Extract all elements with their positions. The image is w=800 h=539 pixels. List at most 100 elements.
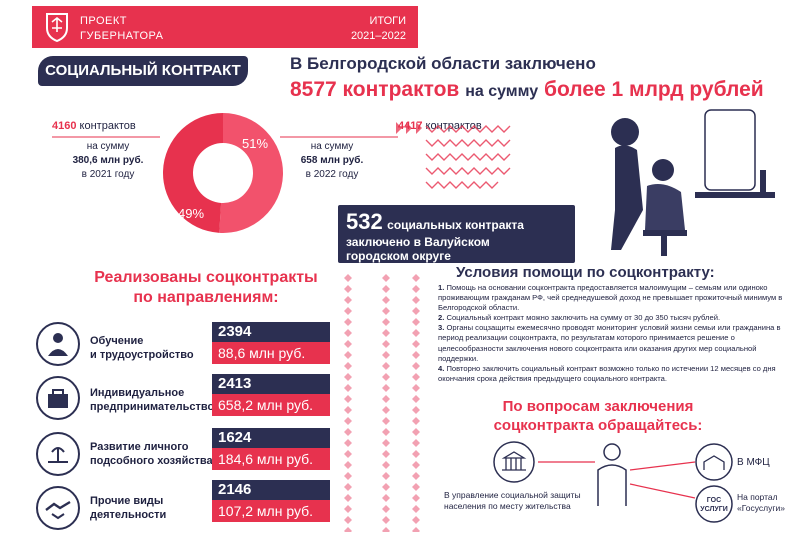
contact-mfc-text: В МФЦ bbox=[737, 457, 770, 468]
year2022-year: в 2022 году bbox=[305, 169, 359, 180]
decorative-diamond bbox=[412, 505, 420, 513]
condition-3-text: Органы соцзащиты ежемесячно проводят мон… bbox=[438, 323, 781, 363]
decorative-diamond bbox=[382, 362, 390, 370]
building-icon bbox=[493, 441, 535, 483]
year2022-count-unit: контрактов bbox=[425, 120, 482, 132]
decorative-diamond bbox=[382, 516, 390, 524]
decorative-diamond bbox=[344, 362, 352, 370]
valuiki-text3: городском округе bbox=[346, 249, 451, 263]
decorative-diamond bbox=[412, 318, 420, 326]
decorative-diamond bbox=[344, 318, 352, 326]
decorative-diamond bbox=[382, 505, 390, 513]
decorative-diamond bbox=[344, 472, 352, 480]
decorative-diamond bbox=[344, 483, 352, 491]
donut-slice-2022 bbox=[219, 113, 283, 233]
connector-mfc bbox=[629, 461, 696, 471]
decorative-diamond bbox=[344, 461, 352, 469]
conditions-list: 1. Помощь на основании соцконтракта пред… bbox=[438, 283, 783, 384]
gos-logo-line1: ГОС bbox=[707, 497, 721, 504]
year2021-leader-line bbox=[52, 136, 160, 138]
conditions-title: Условия помощи по соцконтракту: bbox=[456, 264, 715, 281]
direction-1-line2: и трудоустройство bbox=[90, 349, 194, 361]
contact-gosuslugi-text: На портал «Госуслуги» bbox=[737, 492, 797, 514]
donut-slice-2021 bbox=[162, 113, 223, 233]
decorative-diamond bbox=[382, 472, 390, 480]
direction-1-sum: 88,6 млн руб. bbox=[212, 342, 330, 364]
decorative-diamond bbox=[344, 329, 352, 337]
valuiki-highlight: 532 социальных контракта заключено в Вал… bbox=[338, 205, 575, 263]
condition-3: 3. Органы соцзащиты ежемесячно проводят … bbox=[438, 323, 783, 363]
decorative-diamond bbox=[344, 296, 352, 304]
decorative-diamond bbox=[344, 406, 352, 414]
training-icon bbox=[36, 322, 80, 366]
condition-2-number: 2. bbox=[438, 313, 445, 323]
decorative-diamond bbox=[382, 307, 390, 315]
farm-icon bbox=[36, 432, 80, 476]
direction-1-count: 2394 bbox=[212, 322, 330, 342]
decorative-diamond bbox=[412, 439, 420, 447]
decorative-diamond bbox=[412, 296, 420, 304]
directions-title: Реализованы соцконтракты по направлениям… bbox=[76, 268, 336, 308]
decorative-diamond bbox=[344, 395, 352, 403]
direction-label-4: Прочие виды деятельности bbox=[90, 494, 166, 522]
decorative-diamond bbox=[412, 285, 420, 293]
gosuslugi-line1: На портал bbox=[737, 492, 778, 502]
year2022-sum-block: на сумму 658 млн руб. в 2022 году bbox=[282, 140, 382, 182]
condition-4: 4. Повторно заключить социальный контрак… bbox=[438, 364, 783, 384]
year2022-sum-prefix: на сумму bbox=[310, 141, 354, 152]
decorative-diamond bbox=[412, 527, 420, 532]
decorative-diamond bbox=[382, 494, 390, 502]
decorative-diamond bbox=[382, 483, 390, 491]
headline-middle: на сумму bbox=[465, 83, 539, 100]
decorative-diamond bbox=[412, 329, 420, 337]
year2021-sum: 380,6 млн руб. bbox=[72, 155, 144, 166]
direction-label-3: Развитие личного подсобного хозяйства bbox=[90, 440, 213, 468]
decorative-diamond bbox=[382, 285, 390, 293]
decorative-diamond bbox=[344, 527, 352, 532]
decorative-diamond bbox=[344, 494, 352, 502]
decorative-diamond bbox=[412, 340, 420, 348]
year2021-sum-block: на сумму 380,6 млн руб. в 2021 году bbox=[58, 140, 158, 182]
decorative-diamond bbox=[382, 439, 390, 447]
donut-label-2022: 51% bbox=[242, 136, 268, 151]
contacts-diagram: ГОС УСЛУГИ bbox=[493, 441, 733, 523]
condition-1: 1. Помощь на основании соцконтракта пред… bbox=[438, 283, 783, 313]
direction-4-sum: 107,2 млн руб. bbox=[212, 500, 330, 522]
headline-sum: более 1 млрд рублей bbox=[543, 78, 764, 101]
decorative-diamond bbox=[412, 384, 420, 392]
contact-office-text: В управление социальной защиты населения… bbox=[444, 490, 581, 511]
direction-3-line1: Развитие личного bbox=[90, 441, 189, 453]
decorative-diamond bbox=[412, 417, 420, 425]
contacts-title-line1: По вопросам заключения bbox=[502, 398, 694, 415]
hairdresser-illustration bbox=[611, 109, 775, 256]
decorative-diamond bbox=[344, 340, 352, 348]
decorative-diamond bbox=[382, 373, 390, 381]
person-icon bbox=[597, 443, 627, 506]
decorative-diamond bbox=[382, 384, 390, 392]
section-badge: СОЦИАЛЬНЫЙ КОНТРАКТ bbox=[38, 56, 248, 86]
decorative-diamond bbox=[412, 406, 420, 414]
decorative-diamond bbox=[382, 428, 390, 436]
direction-2-line2: предпринимательство bbox=[90, 401, 215, 413]
donut-label-2021: 49% bbox=[178, 206, 204, 221]
project-label-line1: ПРОЕКТ bbox=[80, 15, 128, 27]
gosuslugi-line2: «Госуслуги» bbox=[737, 503, 785, 513]
condition-1-text: Помощь на основании соцконтракта предост… bbox=[438, 283, 783, 313]
decorative-diamond bbox=[382, 274, 390, 282]
decorative-diamond bbox=[382, 406, 390, 414]
direction-2-count: 2413 bbox=[212, 374, 330, 394]
direction-label-1: Обучение и трудоустройство bbox=[90, 334, 194, 362]
decorative-diamond bbox=[344, 417, 352, 425]
decorative-diamond bbox=[344, 505, 352, 513]
decorative-diamond bbox=[382, 351, 390, 359]
decorative-diamond bbox=[412, 483, 420, 491]
decorative-diamond bbox=[344, 450, 352, 458]
direction-4-count: 2146 bbox=[212, 480, 330, 500]
direction-3-count: 1624 bbox=[212, 428, 330, 448]
valuiki-text2: заключено в Валуйском bbox=[346, 235, 490, 249]
decorative-diamond bbox=[344, 439, 352, 447]
decorative-diamond bbox=[412, 307, 420, 315]
valuiki-text1: социальных контракта bbox=[387, 218, 524, 232]
coat-of-arms-icon bbox=[46, 13, 68, 42]
results-years: 2021–2022 bbox=[350, 30, 406, 42]
